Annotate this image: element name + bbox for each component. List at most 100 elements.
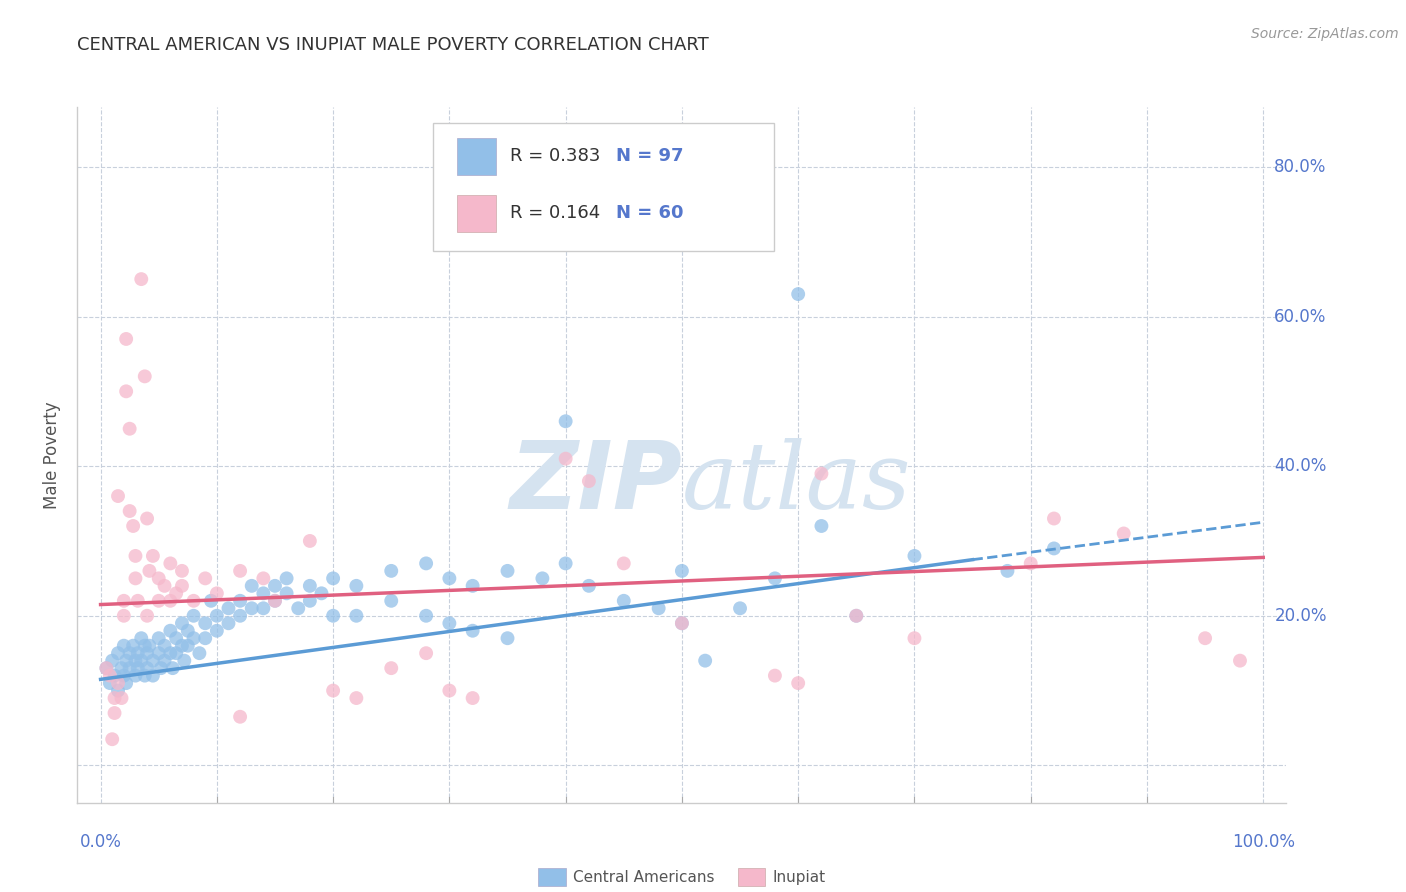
Point xyxy=(150,661,173,675)
Text: 100.0%: 100.0% xyxy=(1232,833,1295,851)
Point xyxy=(276,571,298,585)
Point xyxy=(183,631,205,645)
Point xyxy=(103,691,125,706)
Point xyxy=(134,668,156,682)
Point xyxy=(229,710,252,724)
Point xyxy=(496,631,519,645)
Point xyxy=(138,564,160,578)
Point xyxy=(415,608,437,623)
Point xyxy=(110,661,132,675)
Text: N = 60: N = 60 xyxy=(616,204,683,222)
Point xyxy=(101,654,124,668)
Point xyxy=(252,586,274,600)
Point xyxy=(380,564,402,578)
Point xyxy=(101,732,124,747)
Point xyxy=(124,668,146,682)
Point xyxy=(148,594,170,608)
Point xyxy=(118,661,141,675)
Point xyxy=(1229,654,1251,668)
Point xyxy=(138,639,160,653)
Point xyxy=(997,564,1019,578)
Text: R = 0.383: R = 0.383 xyxy=(510,147,619,166)
Point xyxy=(229,564,252,578)
Point xyxy=(1194,631,1216,645)
Point xyxy=(264,594,287,608)
Point xyxy=(298,533,321,548)
Point xyxy=(461,579,484,593)
Point xyxy=(165,586,187,600)
Point xyxy=(115,654,138,668)
Point xyxy=(103,668,125,682)
Point xyxy=(344,691,367,706)
Point xyxy=(177,624,200,638)
Point xyxy=(173,654,195,668)
Text: 60.0%: 60.0% xyxy=(1274,308,1327,326)
Point xyxy=(142,668,165,682)
Point xyxy=(240,579,263,593)
Point xyxy=(671,616,693,631)
Point xyxy=(96,661,118,675)
Point xyxy=(787,676,810,690)
Point xyxy=(170,639,193,653)
Point xyxy=(112,668,135,682)
Point xyxy=(194,616,217,631)
Point xyxy=(322,683,344,698)
Point xyxy=(142,654,165,668)
Point xyxy=(903,631,925,645)
Point xyxy=(311,586,333,600)
Point xyxy=(554,557,576,571)
Point xyxy=(127,646,149,660)
Point xyxy=(159,646,181,660)
Point xyxy=(153,639,176,653)
Point xyxy=(229,594,252,608)
Point xyxy=(148,646,170,660)
Point xyxy=(127,594,149,608)
Point xyxy=(124,571,146,585)
Point xyxy=(578,474,600,488)
Point xyxy=(118,646,141,660)
Point xyxy=(252,571,274,585)
Point xyxy=(153,654,176,668)
Text: 80.0%: 80.0% xyxy=(1274,158,1327,176)
Text: N = 97: N = 97 xyxy=(616,147,683,166)
Point xyxy=(810,467,832,481)
Point xyxy=(194,571,217,585)
Point xyxy=(170,616,193,631)
Text: 0.0%: 0.0% xyxy=(80,833,121,851)
Point xyxy=(142,549,165,563)
Point xyxy=(107,676,129,690)
Point xyxy=(177,639,200,653)
Point xyxy=(170,564,193,578)
Point xyxy=(159,557,181,571)
Point xyxy=(298,594,321,608)
Point xyxy=(1043,541,1066,556)
Point xyxy=(122,639,145,653)
Point xyxy=(1112,526,1135,541)
Point xyxy=(188,646,211,660)
Point xyxy=(264,579,287,593)
Point xyxy=(763,668,786,682)
Point xyxy=(415,646,437,660)
Point xyxy=(200,594,222,608)
Text: R = 0.164: R = 0.164 xyxy=(510,204,617,222)
Point xyxy=(96,661,118,675)
Text: atlas: atlas xyxy=(682,438,911,528)
Point xyxy=(205,586,228,600)
Point xyxy=(110,691,132,706)
Point xyxy=(217,616,239,631)
Point xyxy=(380,661,402,675)
Point xyxy=(671,616,693,631)
Point xyxy=(112,608,135,623)
Point xyxy=(205,608,228,623)
Point xyxy=(148,631,170,645)
Point xyxy=(103,706,125,720)
Point xyxy=(165,646,187,660)
Point xyxy=(787,287,810,301)
Point xyxy=(129,631,152,645)
Y-axis label: Male Poverty: Male Poverty xyxy=(44,401,62,508)
Point xyxy=(98,668,121,682)
Point xyxy=(107,646,129,660)
Point xyxy=(415,557,437,571)
Text: ZIP: ZIP xyxy=(509,437,682,529)
Point xyxy=(496,564,519,578)
